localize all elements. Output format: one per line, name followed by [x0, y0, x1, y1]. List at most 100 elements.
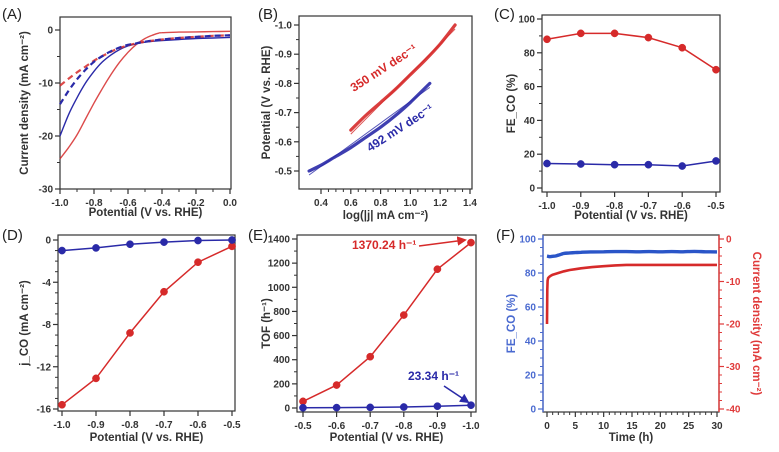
y2-tick-label: -20	[726, 320, 741, 331]
plot-frame	[542, 234, 720, 413]
x-tick-label: 0.4	[314, 198, 328, 209]
y-tick-label: 200	[273, 379, 290, 390]
data-point	[433, 402, 442, 411]
y-tick-label: 1200	[268, 259, 291, 270]
y-tick-label: 20	[525, 371, 537, 382]
x-tick-label: 15	[626, 421, 638, 432]
panel-label-e: (E)	[248, 227, 268, 244]
data-point	[366, 403, 375, 412]
y-tick-label: 60	[525, 303, 537, 314]
data-point	[644, 33, 653, 42]
series-line-red	[546, 32, 717, 71]
x-tick-label: 10	[598, 421, 610, 432]
series-line-blue-dashed	[59, 34, 231, 105]
y-tick-label: 100	[519, 235, 536, 246]
x-tick-label: 0.0	[223, 198, 237, 209]
plot-frame	[57, 234, 236, 412]
y-tick-label: -0.7	[275, 108, 293, 119]
y-tick-label: 0	[530, 405, 536, 416]
x-axis-label: Time (h)	[609, 432, 654, 444]
data-point	[332, 381, 341, 389]
y-tick-label: 80	[524, 48, 536, 59]
y-tick-label: 600	[273, 331, 290, 342]
tafel-slope-red-label: 350 mV dec⁻¹	[348, 41, 420, 94]
data-point	[126, 240, 134, 249]
series-line-current-density	[545, 263, 717, 325]
x-tick-label: 1.0	[403, 198, 417, 209]
y-tick-label: -20	[39, 132, 54, 143]
x-axis-label: log(|j| mA cm⁻²)	[343, 210, 429, 222]
panel-label-d: (D)	[2, 227, 23, 244]
x-tick-label: -0.4	[153, 198, 171, 209]
x-tick-label: -0.8	[395, 421, 413, 432]
plot-frame	[298, 15, 473, 190]
x-tick-label: -0.7	[362, 421, 380, 432]
panel-label-a: (A)	[2, 6, 22, 23]
fit-line-red-tafel	[350, 28, 456, 135]
arrow-blue-icon	[443, 385, 470, 404]
panel-label-b: (B)	[258, 6, 278, 23]
x-tick-label: -1.0	[538, 201, 556, 212]
y-tick-label: -0.6	[275, 137, 293, 148]
data-point	[576, 29, 585, 38]
y-tick-label: 1000	[268, 283, 291, 294]
series-line-blue	[546, 160, 717, 167]
data-point	[399, 311, 408, 319]
x-tick-label: 20	[655, 421, 667, 432]
y-axis-label: Potential (V vs. RHE)	[261, 45, 273, 159]
x-tick-label: -0.9	[429, 421, 447, 432]
plot-frame	[296, 234, 477, 413]
y-tick-label: 80	[525, 269, 537, 280]
x-tick-label: 1.2	[433, 198, 447, 209]
data-point	[543, 159, 551, 168]
data-point	[92, 374, 100, 383]
y-tick-label: 0	[529, 184, 535, 195]
y2-tick-label: -40	[726, 405, 741, 416]
data-point	[543, 35, 551, 44]
y2-tick-label: -30	[726, 362, 741, 373]
y-tick-label: -8	[42, 320, 51, 331]
fit-line-blue-tafel	[308, 86, 431, 176]
data-point	[678, 43, 687, 52]
x-tick-label: -1.0	[53, 420, 71, 431]
x-tick-label: -0.2	[187, 198, 205, 209]
series-line-red	[61, 245, 233, 406]
y-tick-label: -0.5	[275, 167, 293, 178]
data-point	[433, 265, 442, 274]
y-tick-label: -0.9	[275, 50, 293, 61]
x-tick-label: -0.6	[328, 421, 346, 432]
panel-b-tafel: 0.4 0.6 0.8 1.0 1.2 1.4 -0.5 -0.6 -0.7 -0.8 -0.9 -1…	[261, 15, 477, 222]
x-tick-label: -0.5	[707, 201, 725, 212]
y-tick-label: 40	[525, 337, 537, 348]
panel-label-f: (F)	[496, 227, 515, 244]
y-tick-label: 0	[45, 236, 51, 247]
x-tick-label: -1.0	[51, 198, 69, 209]
x-tick-label: -0.9	[572, 201, 590, 212]
data-point	[58, 400, 66, 409]
x-tick-label: 30	[711, 421, 723, 432]
series-line-red	[302, 242, 472, 403]
x-tick-label: -0.6	[189, 420, 207, 431]
series-line-blue	[302, 404, 472, 409]
series-line-red-dashed	[59, 34, 231, 87]
arrow-red-icon	[418, 236, 467, 247]
panel-e-tof: -0.5 -0.6 -0.7 -0.8 -0.9 -1.0 0 200 400 600 800 100…	[261, 234, 480, 444]
x-tick-label: -0.8	[121, 420, 139, 431]
panel-d-j-co: -1.0 -0.9 -0.8 -0.7 -0.6 -0.5 -16 -12 -8 -4 0 Poten…	[19, 234, 241, 444]
series-line-red-solid	[59, 30, 231, 160]
data-point	[92, 244, 100, 252]
series-line-fe-co	[546, 249, 718, 259]
x-tick-label: -0.5	[294, 421, 312, 432]
x-tick-label: 0.6	[344, 198, 358, 209]
y-axis-label: FE_CO (%)	[506, 294, 518, 354]
panel-label-c: (C)	[494, 6, 515, 23]
y-tick-label: 20	[524, 150, 536, 161]
x-tick-label: -0.8	[85, 198, 103, 209]
x-tick-label: 25	[683, 421, 695, 432]
x-tick-label: -0.6	[674, 201, 692, 212]
data-point	[160, 287, 168, 296]
x-tick-label: -0.7	[640, 201, 658, 212]
data-point	[712, 65, 720, 74]
data-point	[299, 403, 307, 412]
